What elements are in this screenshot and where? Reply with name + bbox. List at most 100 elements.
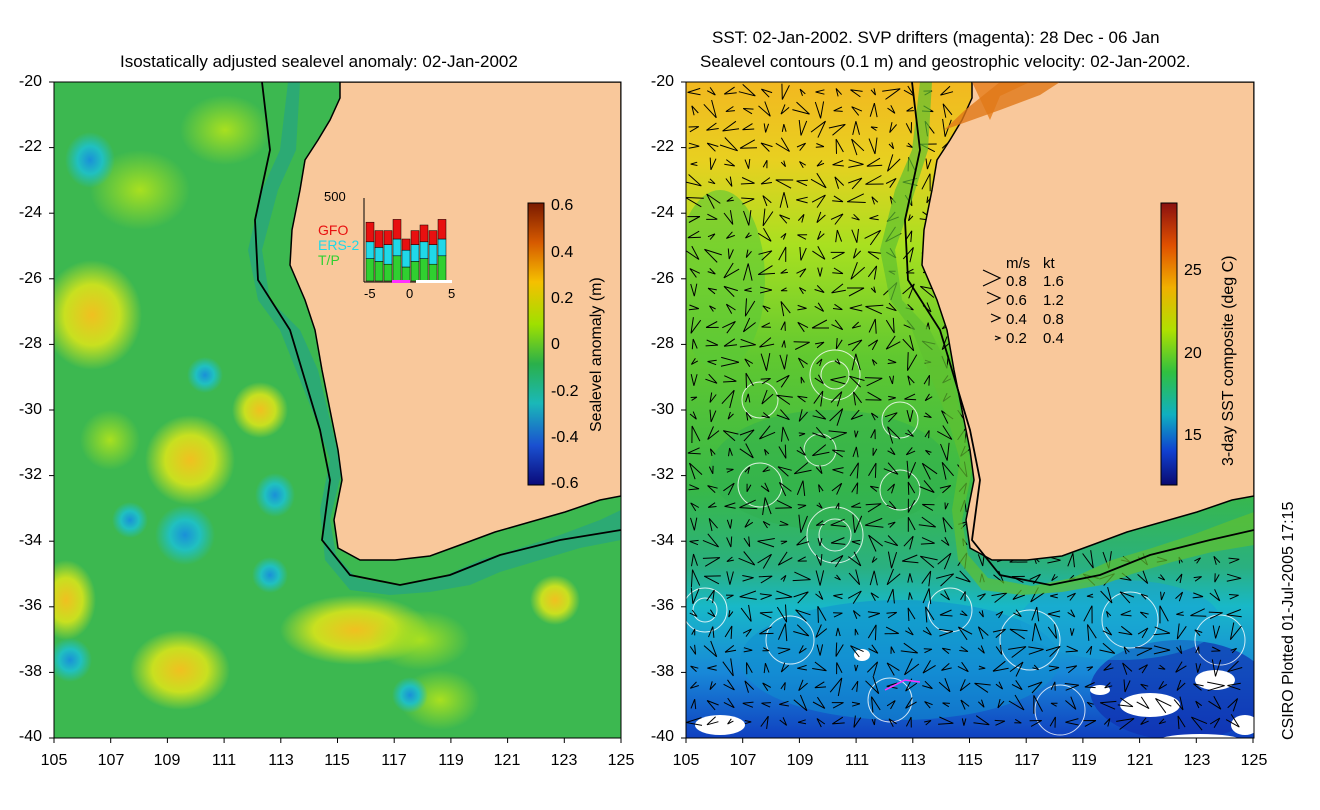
right-y-tick: -24: [650, 204, 674, 221]
right-y-tick: -26: [650, 270, 674, 287]
velocity-arrow: [746, 483, 752, 493]
velocity-arrow: [833, 612, 843, 618]
velocity-arrow: [942, 103, 953, 118]
velocity-arrow: [870, 412, 879, 421]
velocity-arrow: [1084, 682, 1096, 689]
velocity-legend-kt: 1.6: [1043, 273, 1064, 290]
velocity-arrow: [852, 121, 860, 136]
velocity-arrow: [739, 429, 755, 442]
left-y-tick: -28: [18, 335, 42, 352]
left-y-tick: -20: [18, 73, 42, 90]
velocity-arrow: [1228, 594, 1239, 600]
velocity-arrow: [1008, 646, 1027, 658]
velocity-arrow: [832, 716, 845, 725]
cloud-mask: [695, 649, 1254, 738]
velocity-arrow: [923, 412, 932, 418]
velocity-arrow: [865, 517, 884, 528]
velocity-arrow: [832, 195, 844, 203]
velocity-arrow: [780, 682, 786, 691]
velocity-arrow: [757, 265, 776, 275]
inset-bar: [374, 261, 384, 282]
velocity-arrow: [703, 99, 717, 119]
velocity-arrow: [977, 645, 985, 654]
left-x-tick: 117: [381, 752, 407, 769]
inset-bar: [392, 219, 402, 240]
left-x-tick: 119: [438, 752, 464, 769]
velocity-arrow: [864, 229, 882, 246]
velocity-arrow: [920, 537, 935, 545]
velocity-arrow: [722, 321, 736, 334]
velocity-arrow: [1050, 593, 1058, 599]
right-y-tick: -38: [650, 663, 674, 680]
velocity-arrow: [796, 179, 808, 187]
velocity-arrow: [703, 640, 718, 658]
velocity-arrow: [793, 591, 809, 604]
velocity-arrow: [762, 208, 774, 227]
velocity-arrow: [866, 661, 879, 677]
velocity-arrow: [995, 644, 1003, 655]
velocity-arrow: [709, 448, 716, 457]
velocity-arrow: [793, 694, 808, 712]
velocity-arrow: [924, 393, 933, 402]
velocity-arrow: [815, 570, 825, 586]
velocity-arrow: [690, 699, 697, 710]
velocity-arrow: [759, 626, 774, 635]
left-x-tick: 105: [40, 752, 68, 769]
velocity-arrow: [1033, 695, 1043, 714]
velocity-arrow: [906, 409, 914, 423]
velocity-arrow: [778, 246, 787, 262]
right-y-tick: -36: [650, 597, 674, 614]
velocity-arrow: [1209, 717, 1221, 729]
velocity-arrow: [851, 321, 862, 329]
velocity-arrow: [775, 179, 794, 189]
velocity-arrow: [776, 374, 790, 388]
velocity-arrow: [851, 680, 859, 692]
velocity-arrow: [762, 305, 771, 313]
velocity-arrow: [818, 484, 824, 493]
velocity-arrow: [1083, 720, 1097, 727]
velocity-arrow: [940, 590, 950, 601]
velocity-arrow: [763, 123, 770, 133]
velocity-arrow: [707, 359, 717, 366]
velocity-arrow: [780, 321, 786, 331]
velocity-arrow: [1195, 663, 1202, 673]
velocity-arrow: [1191, 716, 1208, 731]
velocity-legend-kt: 1.2: [1043, 292, 1064, 309]
velocity-arrow: [941, 461, 954, 480]
velocity-arrow: [921, 173, 931, 192]
velocity-arrow: [725, 176, 733, 187]
velocity-arrow: [744, 518, 754, 528]
left-y-tick: -22: [18, 138, 42, 155]
velocity-legend-header-ms: m/s: [1006, 255, 1031, 272]
velocity-arrow: [690, 373, 698, 386]
velocity-arrow: [686, 245, 700, 260]
left-colorbar-tick: 0.4: [551, 244, 574, 261]
velocity-arrow: [905, 230, 913, 243]
velocity-arrow: [706, 716, 719, 726]
velocity-arrow: [1158, 718, 1166, 725]
right-colorbar-tick: 25: [1184, 262, 1202, 279]
left-y-tick: -34: [18, 532, 42, 549]
velocity-arrow: [687, 230, 701, 239]
velocity-arrow: [816, 358, 823, 367]
velocity-arrow: [908, 214, 914, 222]
velocity-arrow: [871, 696, 881, 713]
velocity-arrow: [798, 409, 808, 422]
velocity-arrow: [780, 575, 787, 582]
velocity-arrow: [851, 353, 861, 371]
velocity-arrow: [706, 193, 721, 209]
velocity-arrow: [780, 287, 788, 292]
velocity-arrow: [1137, 570, 1149, 584]
velocity-arrow: [1082, 550, 1094, 569]
velocity-arrow: [1140, 717, 1149, 725]
australia-land-right: [921, 82, 1254, 561]
sealevel-anomaly-lows: [54, 132, 428, 713]
velocity-arrow: [757, 553, 772, 569]
velocity-arrow: [1229, 622, 1242, 641]
velocity-arrow: [759, 337, 775, 348]
velocity-arrow: [923, 648, 933, 654]
velocity-arrow: [815, 143, 825, 148]
velocity-arrow: [814, 302, 825, 312]
velocity-arrow: [1008, 694, 1025, 711]
right-map-area: [686, 82, 1254, 738]
